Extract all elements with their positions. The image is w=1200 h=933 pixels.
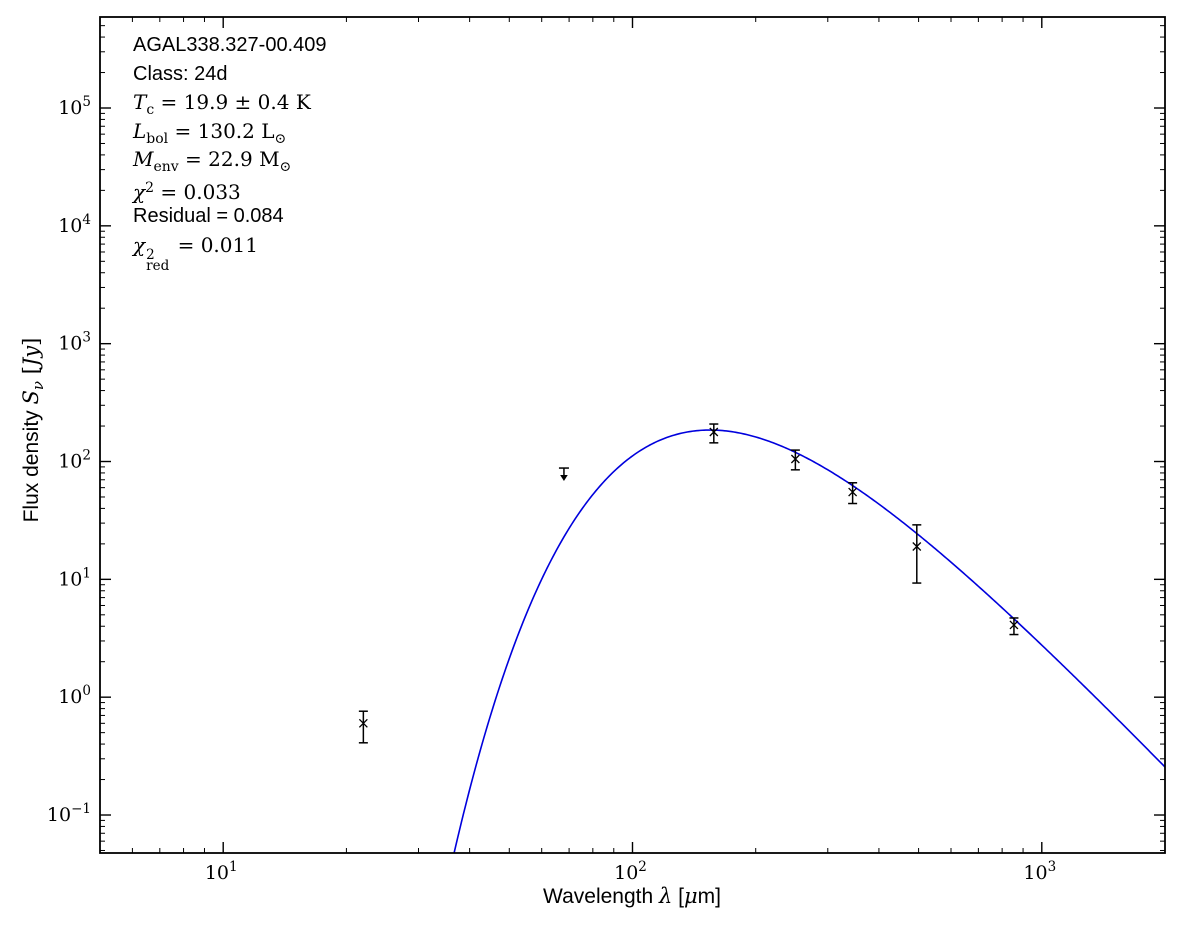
x-marker: [1009, 620, 1019, 630]
x-marker: [709, 427, 719, 437]
data-point: [790, 449, 800, 471]
annotation-block: AGAL338.327-00.409 Class: 24d Tc = 19.9 ± …: [133, 31, 327, 274]
y-tick-label: 10−1: [47, 801, 91, 826]
x-axis-label: Wavelength λ [μm]: [543, 884, 721, 908]
x-tick-label: 101: [205, 859, 238, 884]
x-minor-ticks: [131, 17, 1024, 853]
residual: Residual = 0.084: [133, 205, 284, 227]
y-tick-label: 103: [58, 330, 91, 355]
class-label: Class: 24d: [133, 62, 228, 85]
data-point: [848, 482, 858, 505]
temperature: Tc = 19.9 ± 0.4 K: [133, 90, 311, 118]
envelope-mass: Menv = 22.9 M⊙: [133, 147, 292, 175]
y-major-ticks: [100, 107, 1165, 816]
axes-frame: [99, 16, 1166, 854]
arrow-down-icon: [560, 475, 568, 482]
y-axis-label: Flux density Sν [Jy]: [19, 337, 47, 523]
x-marker: [848, 487, 858, 497]
y-tick-labels: 105 104 103 102 101 100 10−1: [47, 94, 91, 826]
data-point: [912, 524, 922, 584]
y-tick-label: 100: [58, 683, 91, 708]
chi2-red-script: 2 red: [146, 246, 170, 274]
upper-limit-marker: [558, 467, 569, 482]
fit-curve: [453, 429, 1165, 853]
x-major-ticks: [222, 17, 1043, 853]
chi-squared: χ2 = 0.033: [133, 179, 241, 204]
x-tick-labels: 101 102 103: [205, 859, 1056, 884]
photometry-points: [358, 423, 1019, 744]
x-marker: [912, 542, 922, 551]
x-tick-label: 102: [614, 859, 647, 884]
y-tick-label: 102: [58, 448, 91, 473]
y-tick-label: 101: [58, 565, 91, 590]
data-point: [358, 710, 368, 744]
data-point: [1009, 617, 1019, 636]
x-marker: [358, 718, 368, 728]
y-tick-label: 105: [58, 94, 91, 119]
data-point: [709, 423, 719, 444]
y-tick-label: 104: [58, 212, 91, 237]
chi-squared-reduced: χ 2 red = 0.011: [133, 232, 258, 274]
x-tick-label: 103: [1023, 859, 1056, 884]
x-marker: [790, 454, 800, 464]
luminosity: Lbol = 130.2 L⊙: [133, 118, 287, 147]
source-name: AGAL338.327-00.409: [133, 34, 327, 56]
